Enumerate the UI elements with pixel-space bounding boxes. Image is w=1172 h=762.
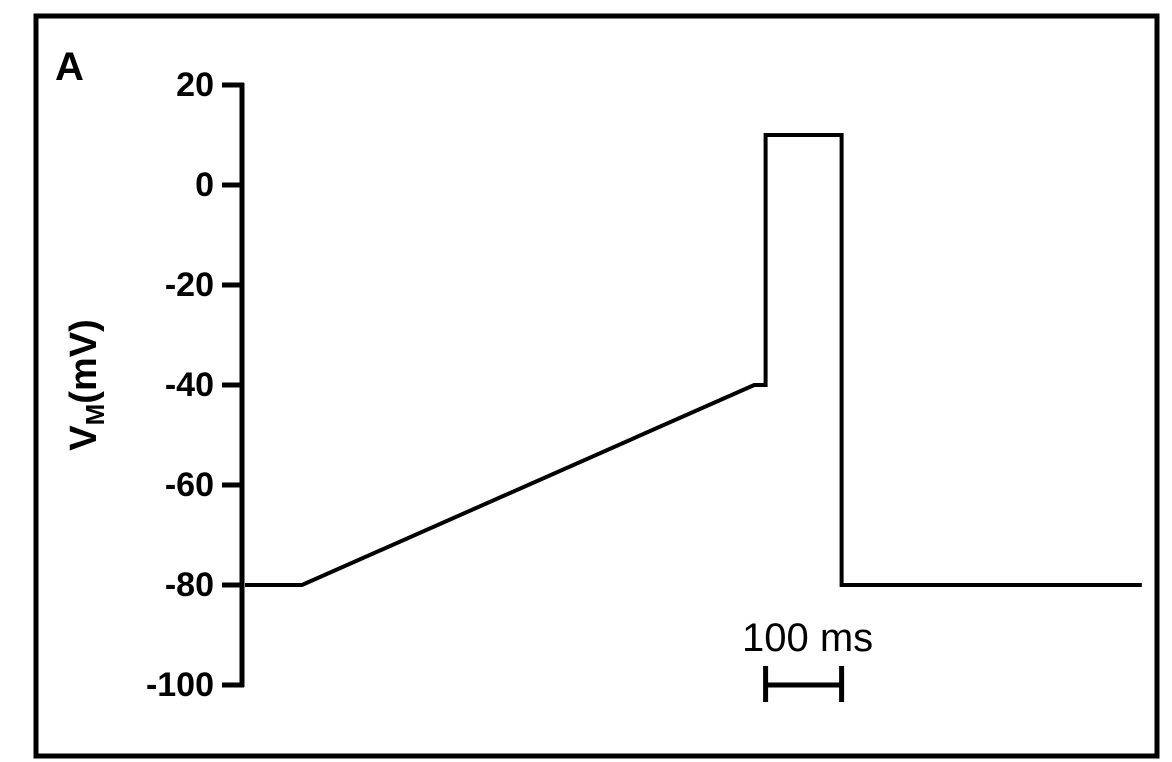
y-tick-label: -60	[165, 466, 214, 504]
svg-text:VM(mV): VM(mV)	[63, 319, 110, 450]
y-tick-label: 20	[176, 66, 214, 104]
ylabel-main: V	[63, 425, 105, 451]
y-tick-label: -20	[165, 266, 214, 304]
voltage-trace	[245, 133, 1142, 587]
y-axis-label: VM(mV)	[63, 319, 110, 450]
ylabel-subscript: M	[80, 404, 110, 426]
scale-bar-label: 100 ms	[742, 616, 873, 660]
frame	[33, 13, 1160, 759]
y-tick-label: -80	[165, 566, 214, 604]
y-tick-label: -100	[146, 666, 214, 704]
y-tick-label: -40	[165, 366, 214, 404]
y-tick-label: 0	[195, 166, 214, 204]
panel-label: A	[55, 45, 84, 89]
ylabel-unit: (mV)	[63, 319, 105, 403]
scale-bar: 100 ms	[742, 616, 873, 702]
